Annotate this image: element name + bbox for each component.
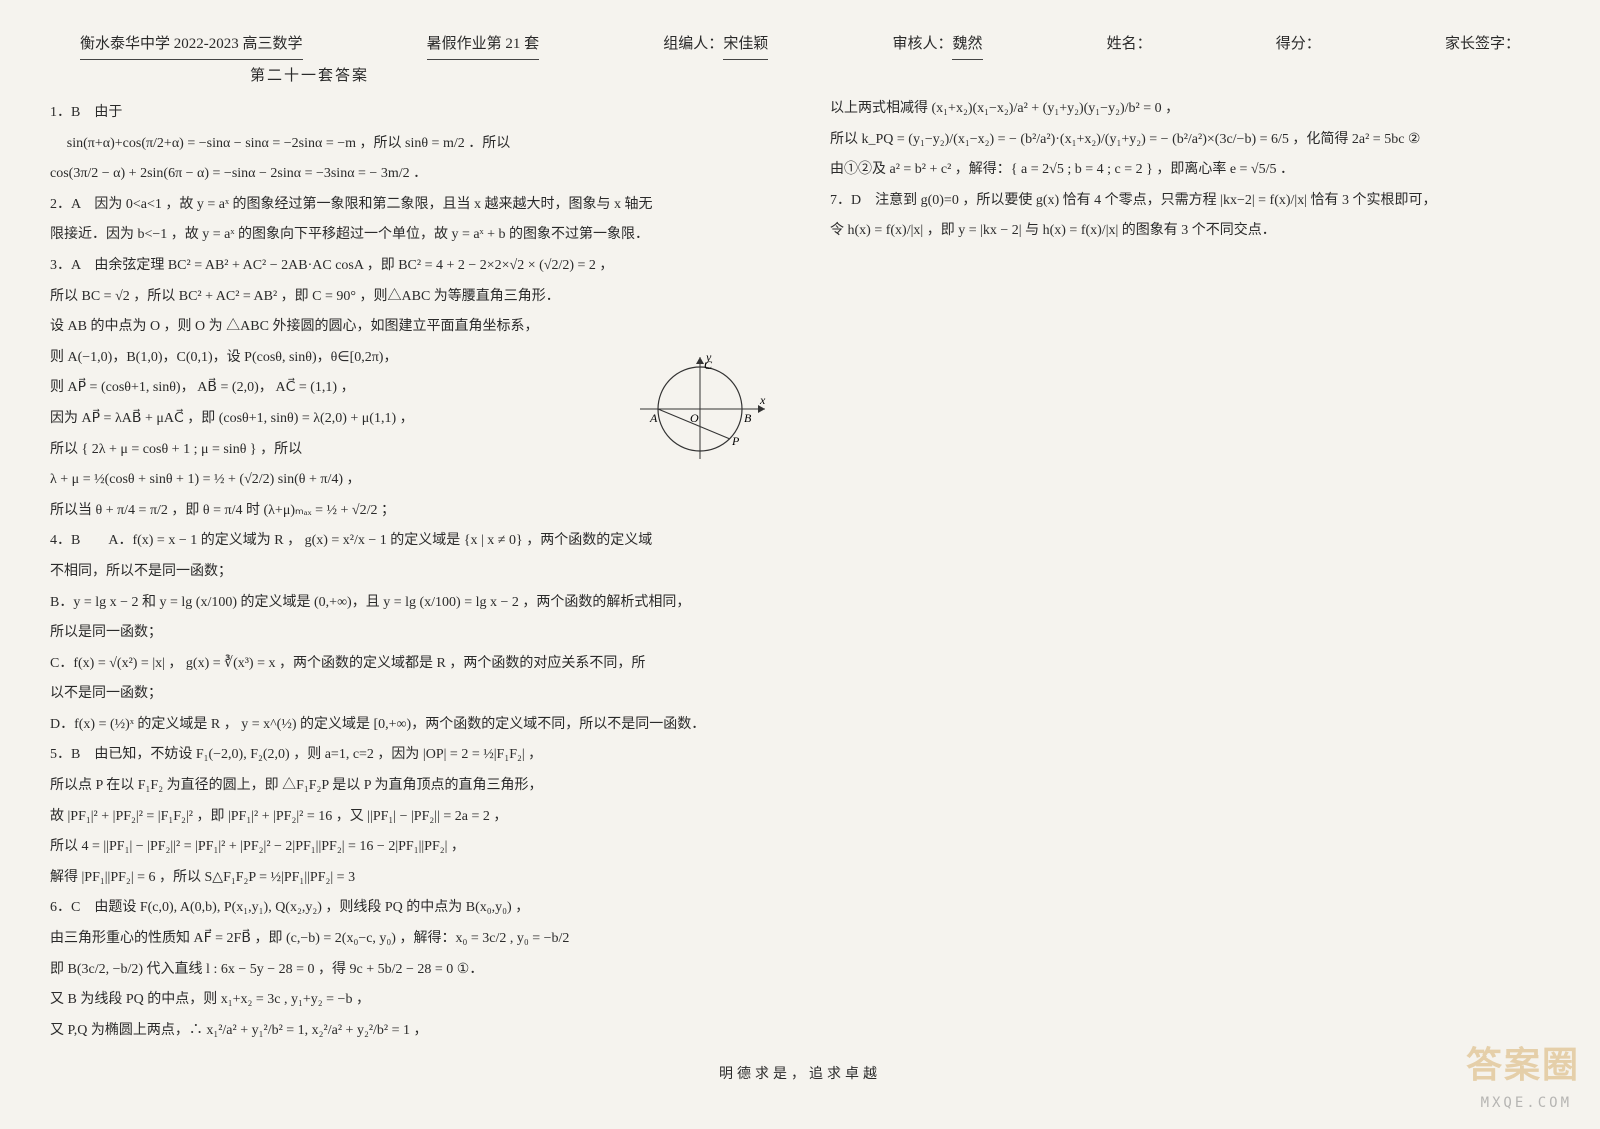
compiler-name: 宋佳颖 [723, 30, 768, 60]
diagram-label-x: x [759, 393, 766, 407]
q5-line-d: 所以 4 = ||PF₁| − |PF₂||² = |PF₁|² + |PF₂|… [50, 834, 770, 861]
reviewer-label: 审核人： [892, 36, 952, 52]
page-footer: 明德求是，追求卓越 [50, 1062, 1550, 1089]
q5-line-b: 所以点 P 在以 F₁F₂ 为直径的圆上，即 △F₁F₂P 是以 P 为直角顶点… [50, 773, 770, 800]
q4-cont: 以不是同一函数； [50, 681, 770, 708]
q4-line-b: 不相同，所以不是同一函数； [50, 559, 770, 586]
q4-line-c: B．y = lg x − 2 和 y = lg (x/100) 的定义域是 (0… [50, 590, 770, 617]
name-field: 姓名： [1107, 30, 1152, 60]
assignment-name: 暑假作业第 21 套 [427, 30, 540, 60]
q7-line-b: 令 h(x) = f(x)/|x| ，即 y = |kx − 2| 与 h(x)… [830, 218, 1550, 245]
q6-line-g: 所以 k_PQ = (y₁−y₂)/(x₁−x₂) = − (b²/a²)·(x… [830, 127, 1550, 154]
diagram-label-A: A [649, 411, 658, 425]
q7-line-a: 7．D 注意到 g(0)=0 ，所以要使 g(x) 恰有 4 个零点，只需方程 … [830, 188, 1550, 215]
q4-line-d: 所以是同一函数； [50, 620, 770, 647]
diagram-label-P: P [731, 434, 740, 448]
school-name: 衡水泰华中学 2022-2023 高三数学 [80, 30, 303, 60]
answer-set-title: 第二十一套答案 [50, 62, 1550, 91]
diagram-label-y: y [705, 350, 712, 364]
diagram-label-B: B [744, 411, 752, 425]
q3-line-c: 设 AB 的中点为 O ，则 O 为 △ABC 外接圆的圆心，如图建立平面直角坐… [50, 314, 770, 341]
q6-line-f: 以上两式相减得 (x₁+x₂)(x₁−x₂)/a² + (y₁+y₂)(y₁−y… [830, 96, 1550, 123]
content-columns: 1．B 由于 sin(π+α)+cos(π/2+α) = −sinα − sin… [50, 96, 1550, 1056]
watermark-url: MXQE.COM [1481, 1090, 1572, 1117]
q6-line-a: 6．C 由题设 F(c,0), A(0,b), P(x₁,y₁), Q(x₂,y… [50, 895, 770, 922]
page-header: 衡水泰华中学 2022-2023 高三数学 暑假作业第 21 套 组编人：宋佳颖… [50, 30, 1550, 60]
q6-line-b: 由三角形重心的性质知 AF⃗ = 2FB⃗ ，即 (c,−b) = 2(x₀−c… [50, 926, 770, 953]
circle-diagram: A B C O P x y [630, 349, 770, 480]
q1-line-b: sin(π+α)+cos(π/2+α) = −sinα − sinα = −2s… [50, 131, 770, 158]
score-field: 得分： [1276, 30, 1321, 60]
q5-line-c: 故 |PF₁|² + |PF₂|² = |F₁F₂|² ，即 |PF₁|² + … [50, 804, 770, 831]
q5-line-a: 5．B 由已知，不妨设 F₁(−2,0), F₂(2,0) ，则 a=1, c=… [50, 742, 770, 769]
diagram-label-O: O [690, 411, 699, 425]
q6-line-d: 又 B 为线段 PQ 的中点，则 x₁+x₂ = 3c , y₁+y₂ = −b… [50, 987, 770, 1014]
compiler-label: 组编人： [663, 36, 723, 52]
q2-line-a: 2．A 因为 0<a<1 ，故 y = aˣ 的图象经过第一象限和第二象限，且当… [50, 192, 770, 219]
q4-line-a: 4．B A．f(x) = x − 1 的定义域为 R ， g(x) = x²/x… [50, 528, 770, 555]
q3-line-b: 所以 BC = √2 ，所以 BC² + AC² = AB² ，即 C = 90… [50, 284, 770, 311]
q1-line-c: cos(3π/2 − α) + 2sin(6π − α) = −sinα − 2… [50, 161, 770, 188]
compiler: 组编人：宋佳颖 [663, 30, 768, 60]
q4-line-f: D．f(x) = (½)ˣ 的定义域是 R ， y = x^(½) 的定义域是 … [50, 712, 770, 739]
q6-line-h: 由①②及 a² = b² + c² ，解得：{ a = 2√5 ; b = 4 … [830, 157, 1550, 184]
q1-line-a: 1．B 由于 [50, 100, 770, 127]
reviewer-name: 魏然 [952, 30, 982, 60]
q2-line-b: 限接近．因为 b<−1 ，故 y = aˣ 的图象向下平移超过一个单位，故 y … [50, 222, 770, 249]
q3-line-a: 3．A 由余弦定理 BC² = AB² + AC² − 2AB·AC cosA … [50, 253, 770, 280]
q5-line-e: 解得 |PF₁||PF₂| = 6 ，所以 S△F₁F₂P = ½|PF₁||P… [50, 865, 770, 892]
parent-field: 家长签字： [1445, 30, 1520, 60]
q6-line-e: 又 P,Q 为椭圆上两点，∴ x₁²/a² + y₁²/b² = 1, x₂²/… [50, 1018, 770, 1045]
q3-line-i: 所以当 θ + π/4 = π/2 ，即 θ = π/4 时 (λ+μ)ₘₐₓ … [50, 498, 770, 525]
q6-line-c: 即 B(3c/2, −b/2) 代入直线 l : 6x − 5y − 28 = … [50, 957, 770, 984]
watermark-logo: 答案圈 [1466, 1031, 1580, 1099]
reviewer: 审核人：魏然 [892, 30, 982, 60]
q4-line-e: C．f(x) = √(x²) = |x| ， g(x) = ∛(x³) = x … [50, 651, 770, 678]
